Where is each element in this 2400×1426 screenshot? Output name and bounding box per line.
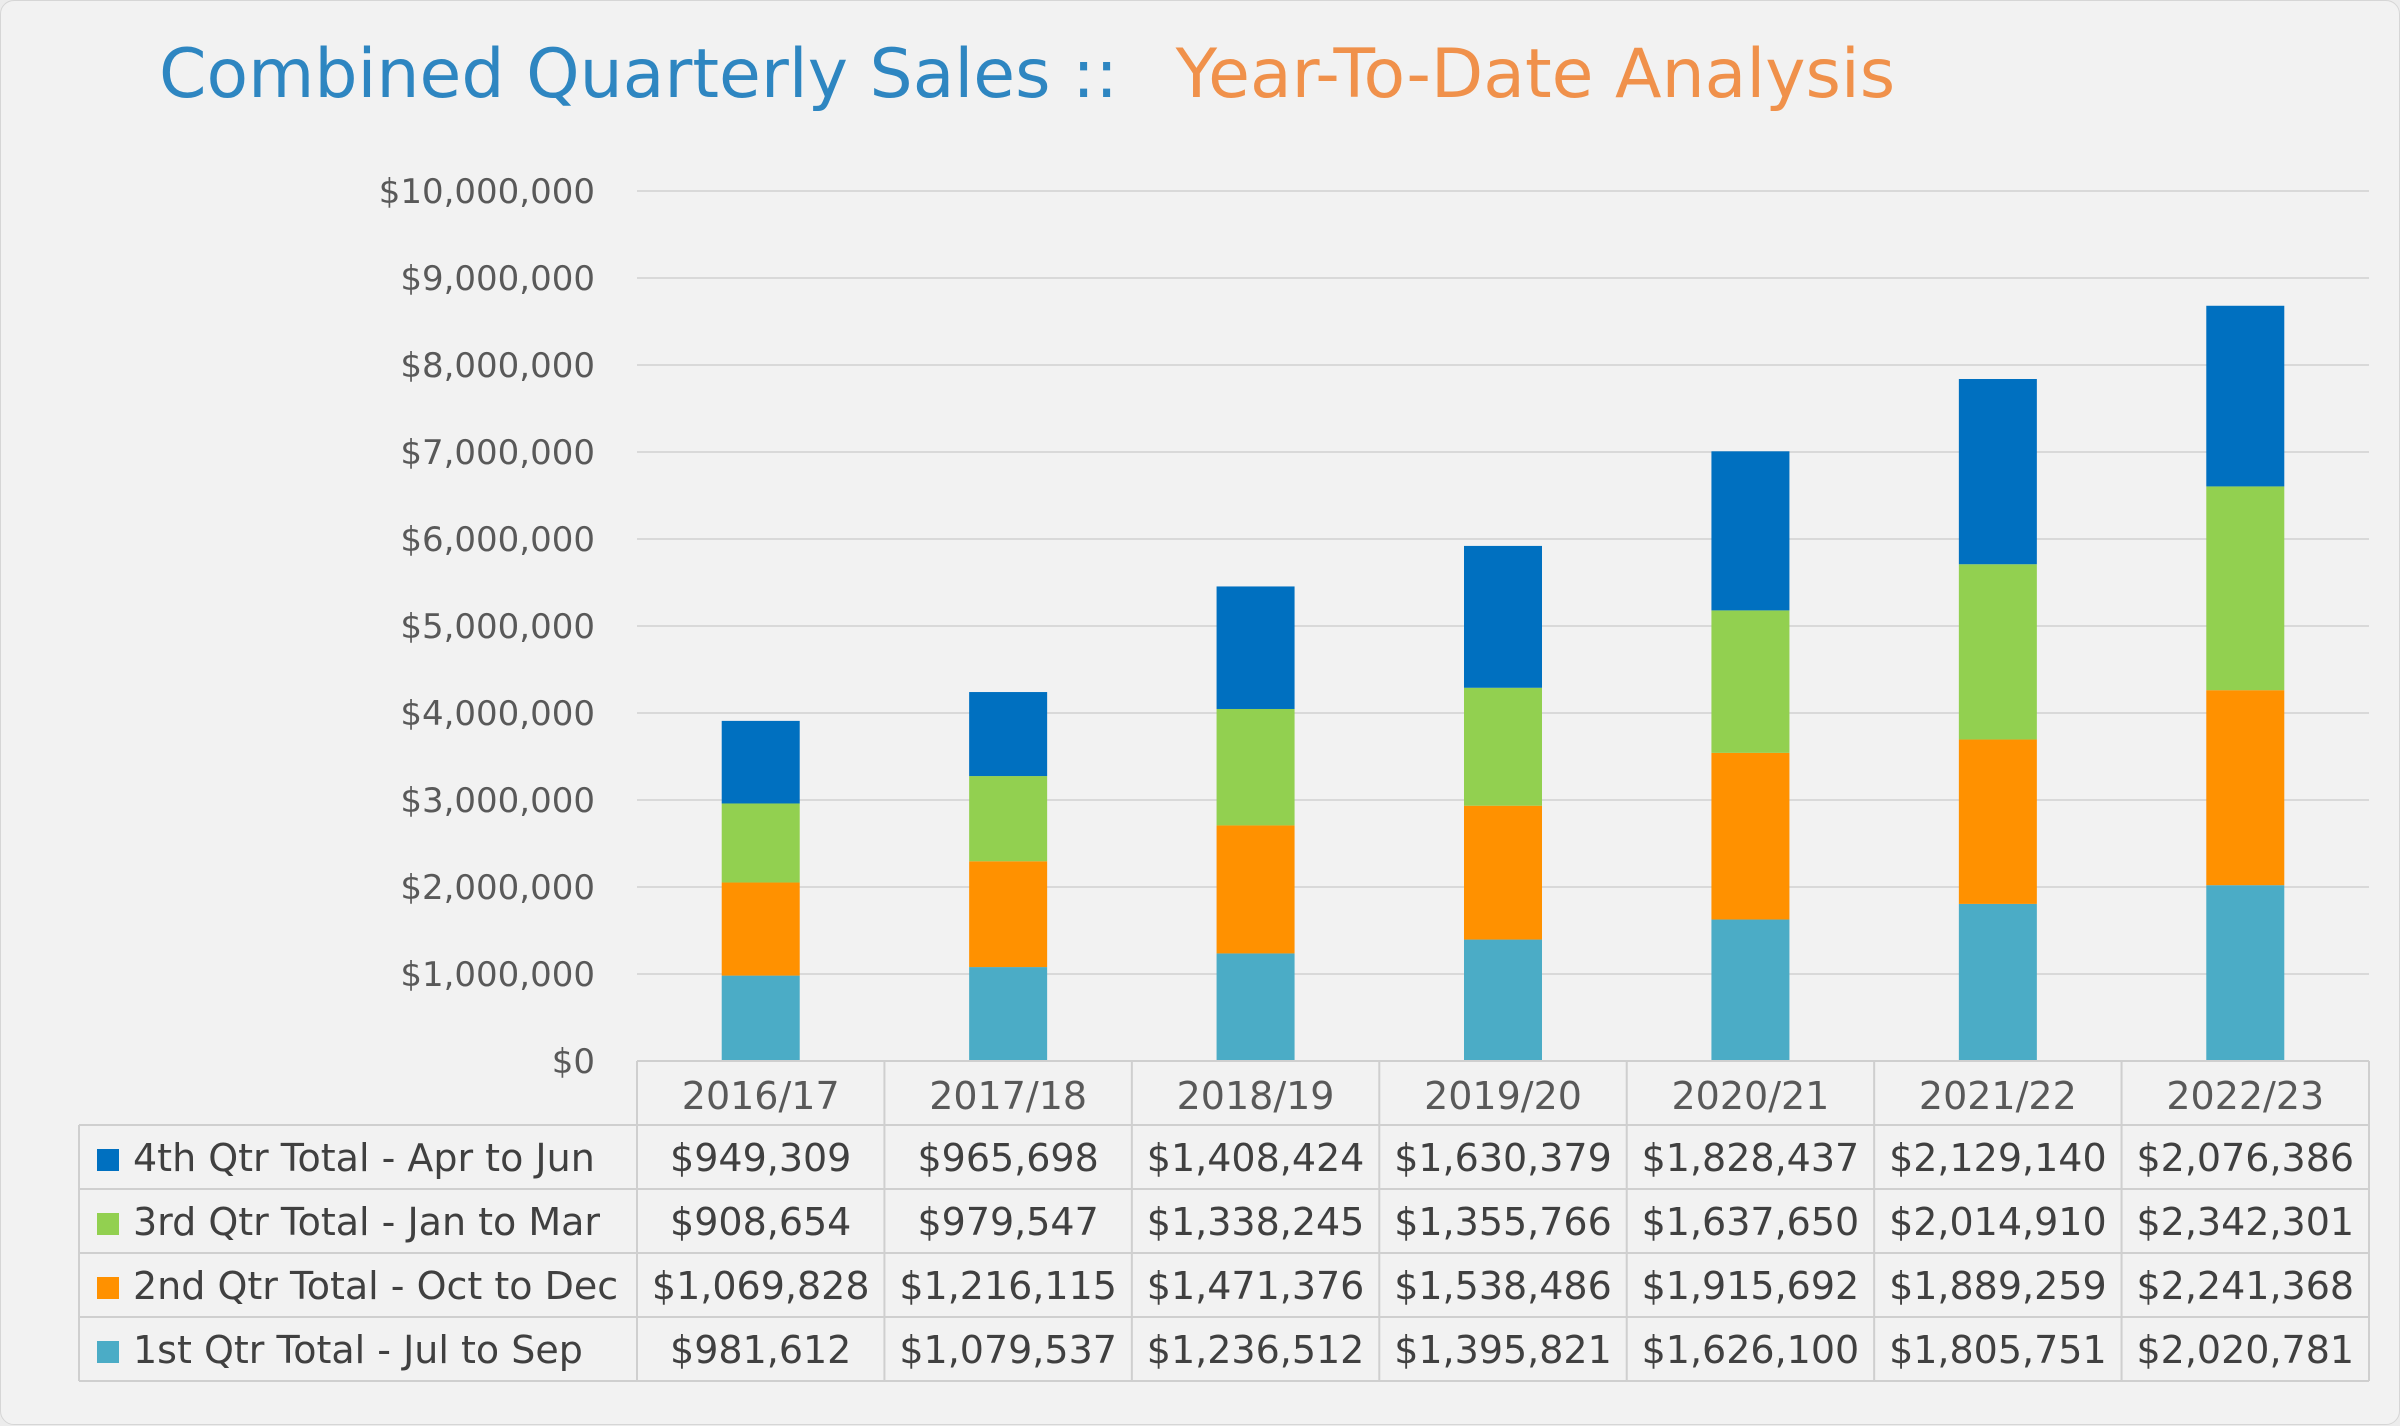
chart-title: Combined Quarterly Sales :: Year-To-Date… (159, 35, 1895, 114)
y-tick-label: $9,000,000 (400, 259, 595, 299)
bar-segment (2206, 305, 2285, 487)
x-category-label: 2017/18 (929, 1074, 1087, 1118)
data-table-cell: $1,079,537 (899, 1328, 1117, 1372)
bar-segment (1464, 805, 1542, 940)
y-tick-label: $7,000,000 (400, 433, 595, 473)
x-category-label: 2021/22 (1919, 1074, 2077, 1118)
data-table-cell: $1,236,512 (1147, 1328, 1365, 1372)
y-tick-label: $8,000,000 (400, 346, 595, 386)
bar-segment (721, 882, 800, 976)
bar-segment (2206, 885, 2285, 1061)
bar-segment (1958, 739, 2037, 904)
x-category-label: 2020/21 (1671, 1074, 1829, 1118)
data-table-cell: $965,698 (917, 1136, 1098, 1180)
bar-segment (1464, 687, 1542, 806)
data-table-cell: $1,338,245 (1147, 1200, 1365, 1244)
bar-segment (1958, 379, 2037, 565)
data-table-cell: $1,637,650 (1642, 1200, 1860, 1244)
bar-segment (1711, 451, 1790, 611)
y-tick-label: $6,000,000 (400, 520, 595, 560)
bar-segment (1216, 953, 1295, 1061)
bar-segment (1711, 610, 1790, 753)
legend-label: 4th Qtr Total - Apr to Jun (133, 1136, 595, 1180)
data-table-cell: $949,309 (670, 1136, 851, 1180)
data-table-cell: $1,915,692 (1642, 1264, 1860, 1308)
legend-key (97, 1149, 119, 1171)
y-tick-label: $0 (552, 1042, 595, 1082)
data-table-cell: $1,408,424 (1147, 1136, 1365, 1180)
data-table: 2016/17 2017/18 2018/19 2019/20 2020/21 2021/… (78, 1060, 2370, 1382)
data-table-cell: $1,395,821 (1394, 1328, 1612, 1372)
data-table-cell: $1,355,766 (1394, 1200, 1612, 1244)
legend-key (97, 1341, 119, 1363)
x-category-label: 2016/17 (682, 1074, 840, 1118)
y-tick-label: $5,000,000 (400, 607, 595, 647)
bar-segment (1958, 903, 2037, 1061)
bar-segment (1958, 564, 2037, 740)
legend-label: 3rd Qtr Total - Jan to Mar (133, 1200, 600, 1244)
bar-segment (2206, 486, 2285, 691)
bar-segment (1464, 545, 1542, 688)
x-category-label: 2022/23 (2166, 1074, 2324, 1118)
data-table-cell: $2,129,140 (1889, 1136, 2107, 1180)
data-table-cell: $1,889,259 (1889, 1264, 2107, 1308)
bar-segment (969, 692, 1048, 777)
y-axis-tick-labels: $0 $1,000,000 $2,000,000 $3,000,000 $4,000,0… (379, 172, 595, 1082)
bar-segment (721, 975, 800, 1061)
data-table-cell: $981,612 (670, 1328, 851, 1372)
x-category-label: 2019/20 (1424, 1074, 1582, 1118)
data-table-cell: $2,241,368 (2136, 1264, 2354, 1308)
data-table-cell: $979,547 (917, 1200, 1098, 1244)
y-tick-label: $4,000,000 (400, 694, 595, 734)
data-table-cell: $1,538,486 (1394, 1264, 1612, 1308)
bar-segment (969, 776, 1048, 862)
bar-segment (721, 803, 800, 883)
bar-segment (2206, 690, 2285, 886)
data-table-cell: $1,471,376 (1147, 1264, 1365, 1308)
bar-segment (969, 967, 1048, 1061)
bar-segment (1464, 939, 1542, 1061)
bar-segment (969, 861, 1048, 968)
y-tick-label: $10,000,000 (379, 172, 595, 212)
legend-label: 2nd Qtr Total - Oct to Dec (133, 1264, 618, 1308)
chart-title-main: Combined Quarterly Sales :: (159, 35, 1118, 114)
bar-segment (721, 720, 800, 804)
data-table-cell: $2,020,781 (2136, 1328, 2354, 1372)
data-table-cell: $1,630,379 (1394, 1136, 1612, 1180)
data-table-cell: $1,069,828 (652, 1264, 870, 1308)
bar-segment (1711, 919, 1790, 1061)
bars (721, 305, 2285, 1061)
bar-segment (1216, 825, 1295, 954)
data-table-cell: $908,654 (670, 1200, 851, 1244)
data-table-cell: $1,828,437 (1642, 1136, 1860, 1180)
y-tick-label: $3,000,000 (400, 781, 595, 821)
data-table-cell: $1,805,751 (1889, 1328, 2107, 1372)
legend-key (97, 1213, 119, 1235)
data-table-cell: $1,626,100 (1642, 1328, 1860, 1372)
y-tick-label: $2,000,000 (400, 868, 595, 908)
chart-title-sub: Year-To-Date Analysis (1175, 35, 1896, 114)
data-table-cell: $2,342,301 (2136, 1200, 2354, 1244)
bar-segment (1711, 752, 1790, 920)
data-table-cell: $2,076,386 (2136, 1136, 2354, 1180)
bar-segment (1216, 586, 1295, 709)
y-tick-label: $1,000,000 (400, 955, 595, 995)
legend-label: 1st Qtr Total - Jul to Sep (133, 1328, 583, 1372)
data-table-cell: $1,216,115 (899, 1264, 1117, 1308)
legend-key (97, 1277, 119, 1299)
data-table-cell: $2,014,910 (1889, 1200, 2107, 1244)
x-category-label: 2018/19 (1177, 1074, 1335, 1118)
bar-segment (1216, 708, 1295, 826)
